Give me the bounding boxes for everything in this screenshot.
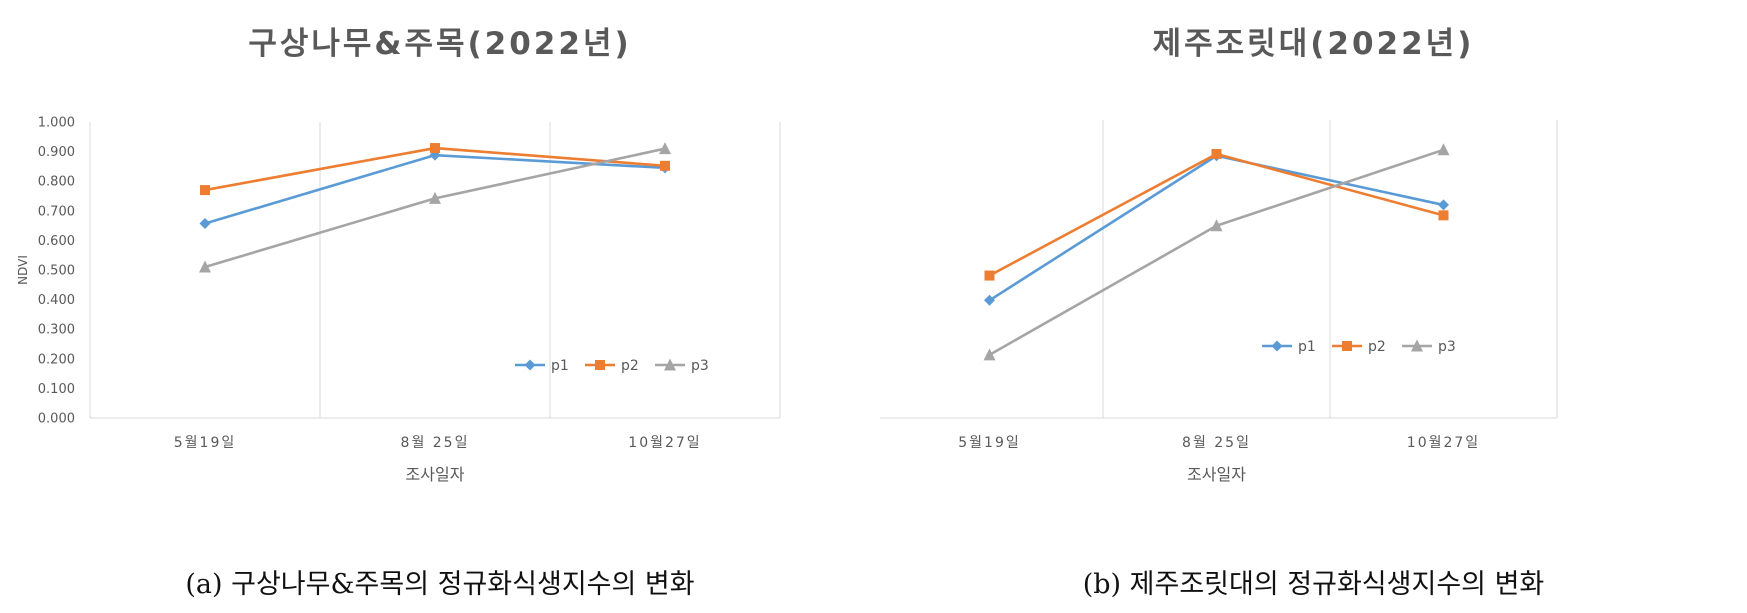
series-line-p3 [988,148,1445,357]
data-point-p2 [1211,148,1222,159]
data-point-p1 [1438,199,1449,211]
x-tick-label: 8월 25일 [401,435,470,451]
x-tick-label: 10월27일 [1407,435,1480,451]
legend-label: p3 [1438,339,1456,355]
data-point-p2 [1438,210,1449,221]
data-point-p3 [1210,219,1223,232]
y-tick-label: 0.600 [38,234,75,249]
x-tick-label: 5월19일 [958,435,1020,451]
y-axis-label: NDVI [16,255,30,285]
chart-caption: (b) 제주조릿대의 정규화식생지수의 변화 [1082,569,1545,600]
chart-title: 제주조릿대(2022년) [1152,26,1475,62]
data-point-p2 [660,160,670,171]
legend-marker-p3 [1411,339,1423,352]
legend-marker-p2 [1342,341,1352,351]
legend-label: p2 [621,358,639,374]
y-tick-label: 0.100 [38,382,75,397]
data-point-p3 [659,142,671,155]
series-line-p1 [203,153,667,225]
legend-marker-p1 [524,359,536,371]
chart-panel-b: 제주조릿대(2022년) 0.0000.1000.2000.3000.4000.… [880,0,1747,613]
y-tick-label: 1.000 [38,116,75,131]
chart-caption: (a) 구상나무&주목의 정규화식생지수의 변화 [185,569,695,600]
legend-marker-p2 [595,360,605,370]
y-tick-label: 0.900 [38,145,75,160]
y-tick-label: 0.500 [38,264,75,279]
data-point-p1 [199,218,211,230]
legend-label: p1 [1298,339,1316,355]
data-point-p2 [200,185,210,196]
legend-marker-p3 [664,358,676,371]
data-point-p3 [1437,143,1450,156]
legend-label: p2 [1368,339,1386,355]
y-tick-label: 0.400 [38,293,75,308]
x-axis-label: 조사일자 [406,465,465,484]
x-axis-label: 조사일자 [1187,465,1246,484]
y-tick-label: 0.200 [38,352,75,367]
line-chart-b: 0.0000.1000.2000.3000.4000.5000.6000.700… [880,120,1558,484]
x-tick-label: 8월 25일 [1182,435,1251,451]
line-chart-a: 0.000 0.100 0.200 0.300 0.400 0.500 0.600 0.700… [16,116,781,484]
legend-label: p3 [691,358,709,374]
data-point-p3 [983,348,996,361]
data-point-p2 [430,143,440,154]
legend-marker-p1 [1271,340,1283,352]
y-tick-label: 0.300 [38,323,75,338]
chart-title: 구상나무&주목(2022년) [248,26,632,62]
legend-label: p1 [551,358,569,374]
series-line-p3 [203,147,667,269]
data-point-p3 [429,191,441,204]
y-tick-label: 0.000 [38,412,75,427]
data-point-p1 [984,294,995,306]
data-point-p2 [984,270,995,281]
chart-panel-a: 구상나무&주목(2022년) 0.000 0.100 0.200 0.300 0.400… [16,26,781,600]
data-point-p3 [199,260,211,273]
x-tick-label: 10월27일 [628,435,701,451]
x-tick-label: 5월19일 [174,435,236,451]
y-tick-label: 0.700 [38,204,75,219]
y-tick-label: 0.800 [38,175,75,190]
